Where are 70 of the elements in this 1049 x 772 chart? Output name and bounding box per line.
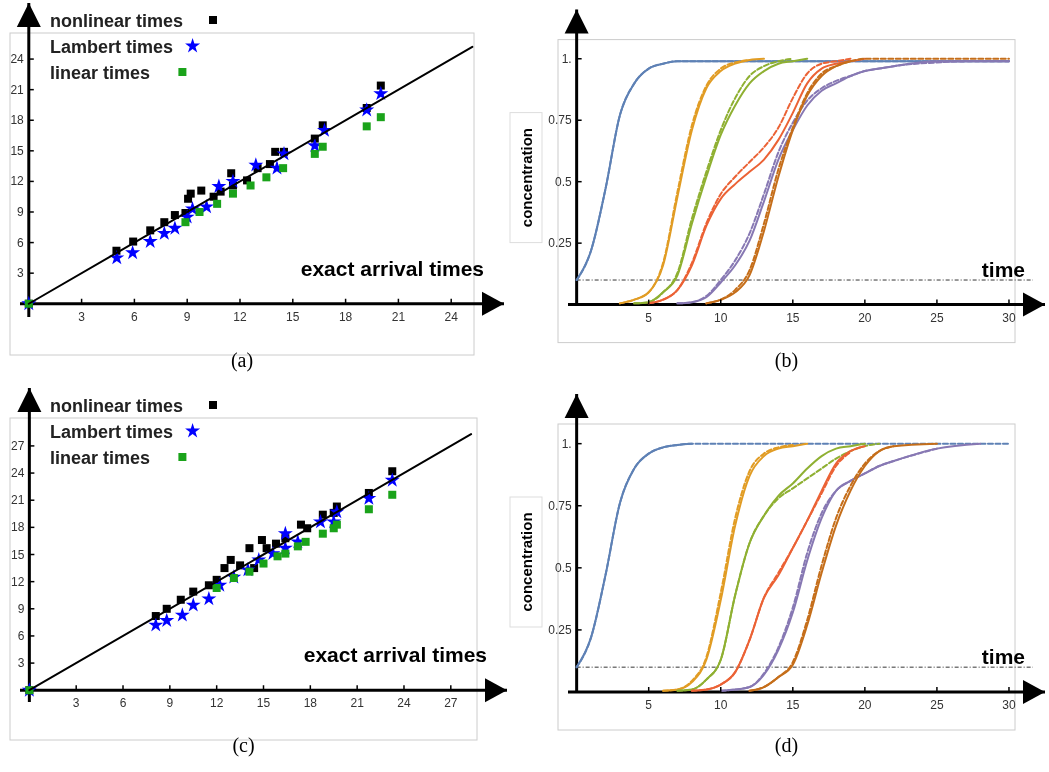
x-tick-label: 30 (1002, 698, 1016, 712)
x-tick-label: 3 (72, 696, 80, 711)
y-tick-label: 0.5 (554, 174, 572, 189)
legend-label: Lambert times (50, 422, 174, 442)
y-tick-label: 12 (10, 174, 25, 189)
x-tick-label: 27 (444, 696, 458, 711)
x-tick-label: 12 (209, 696, 224, 711)
x-tick-label: 20 (858, 698, 872, 712)
y-tick-label: 12 (11, 574, 25, 589)
x-tick-label: 24 (444, 309, 459, 324)
text: (b) (774, 349, 799, 372)
x-axis-title: time (981, 257, 1025, 281)
x-tick-label: 25 (930, 310, 944, 325)
y-tick-label: 18 (10, 113, 25, 128)
y-axis-title: concentration (518, 512, 535, 612)
text: (a) (230, 349, 254, 372)
x-axis-title: time (981, 645, 1025, 668)
x-axis-title: exact arrival times (303, 643, 487, 667)
y-tick-label: 6 (17, 235, 25, 250)
legend-label: Lambert times (50, 37, 174, 57)
y-tick-label: 21 (10, 82, 25, 97)
x-tick-label: 25 (930, 698, 944, 712)
y-tick-label: 0.5 (554, 560, 572, 575)
y-tick-label: 6 (17, 628, 25, 643)
y-tick-label: 9 (17, 204, 25, 219)
y-tick-label: 9 (17, 601, 25, 616)
x-tick-label: 20 (858, 310, 872, 325)
y-tick-label: 1. (561, 51, 572, 66)
y-tick-label: 3 (17, 266, 25, 281)
y-tick-label: 27 (11, 438, 25, 453)
x-tick-label: 30 (1002, 310, 1016, 325)
x-tick-label: 15 (286, 309, 300, 324)
x-tick-label: 24 (397, 696, 411, 711)
y-tick-label: 0.75 (548, 113, 572, 128)
x-tick-label: 15 (786, 310, 800, 325)
x-tick-label: 3 (78, 309, 86, 324)
y-axis-title: concentration (518, 128, 535, 228)
y-tick-label: 0.75 (548, 498, 572, 513)
x-tick-label: 12 (233, 309, 247, 324)
x-tick-label: 21 (350, 696, 365, 711)
y-tick-label: 24 (10, 52, 25, 67)
x-tick-label: 9 (183, 309, 191, 324)
x-axis-title: exact arrival times (300, 256, 484, 280)
legend-label: linear times (50, 448, 151, 468)
y-tick-label: 18 (11, 520, 25, 535)
y-tick-label: 3 (17, 656, 25, 671)
x-tick-label: 9 (166, 696, 174, 711)
x-tick-label: 10 (714, 698, 728, 712)
legend-label: linear times (50, 63, 151, 83)
x-tick-label: 18 (303, 696, 318, 711)
x-tick-label: 6 (119, 696, 127, 711)
legend-label: nonlinear times (50, 11, 184, 31)
x-tick-label: 5 (645, 310, 653, 325)
x-tick-label: 21 (391, 309, 406, 324)
legend-label: nonlinear times (50, 396, 184, 416)
x-tick-label: 6 (131, 309, 139, 324)
x-tick-label: 10 (714, 310, 728, 325)
text: (c) (232, 734, 255, 757)
x-tick-label: 18 (338, 309, 353, 324)
y-tick-label: 24 (11, 466, 25, 481)
y-tick-label: 15 (11, 547, 25, 562)
x-tick-label: 5 (645, 698, 653, 712)
y-tick-label: 15 (10, 143, 25, 158)
x-tick-label: 15 (786, 698, 800, 712)
y-tick-label: 0.25 (548, 622, 572, 637)
y-tick-label: 1. (561, 436, 572, 451)
y-tick-label: 21 (11, 493, 25, 508)
y-tick-label: 0.25 (548, 236, 572, 251)
x-tick-label: 15 (256, 696, 271, 711)
text: (d) (774, 734, 799, 757)
